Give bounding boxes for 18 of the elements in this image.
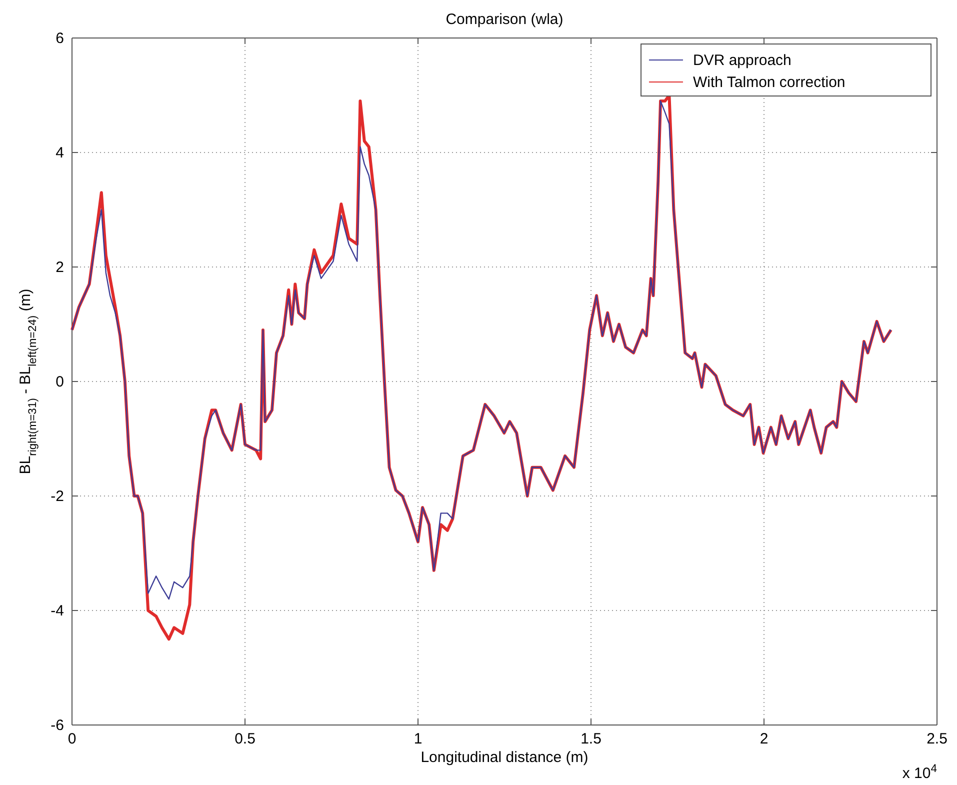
x-tick-label: 2 — [760, 730, 768, 748]
y-tick-label: 6 — [56, 30, 64, 47]
legend-label: DVR approach — [693, 52, 792, 69]
x-tick-label: 0 — [68, 730, 76, 748]
text: x 10$^{4}$ — [902, 763, 937, 782]
chart-title: Comparison (wla) — [446, 11, 564, 28]
y-tick-label: 4 — [56, 144, 64, 162]
y-tick-label: -6 — [50, 716, 64, 734]
x-tick-label: 2.5 — [926, 730, 948, 748]
legend-label: With Talmon correction — [693, 74, 846, 91]
x-axis-title: Longitudinal distance (m) — [420, 749, 588, 766]
x-tick-label: 0.5 — [234, 730, 256, 748]
y-tick-label: 2 — [56, 258, 64, 276]
x-tick-label: 1 — [414, 730, 422, 748]
y-tick-label: 0 — [56, 373, 64, 390]
y-tick-label: -4 — [50, 602, 64, 620]
y-tick-label: -2 — [50, 488, 64, 505]
x-tick-label: 1.5 — [580, 730, 602, 748]
